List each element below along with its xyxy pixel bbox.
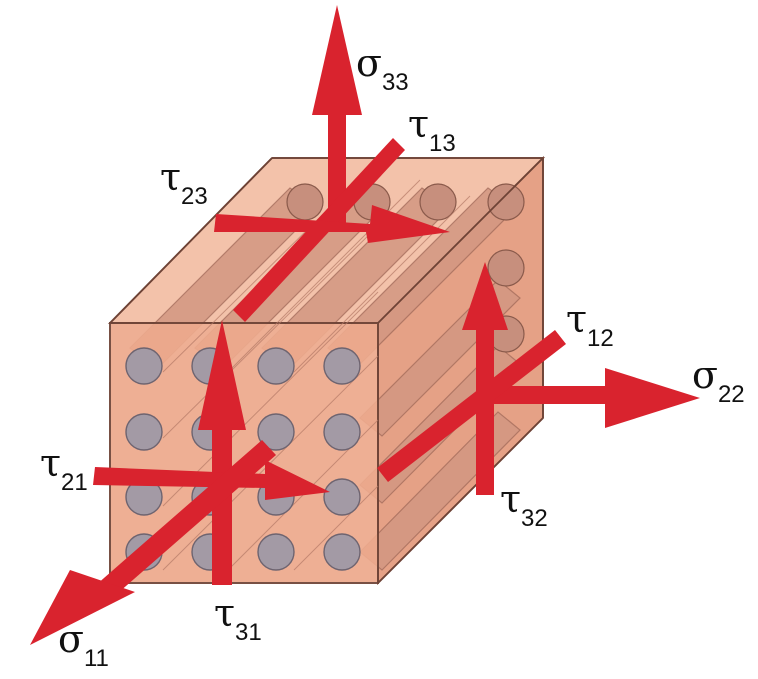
- tau12-arrow: [377, 330, 566, 482]
- block-edges: [109, 157, 544, 584]
- tau21-arrow: [93, 460, 330, 500]
- tau31-label: τ31: [214, 591, 262, 646]
- fiber-end: [257, 347, 295, 385]
- tau12-label: τ12: [566, 297, 614, 352]
- fiber-end: [323, 533, 361, 571]
- sigma11-label: σ11: [58, 617, 109, 672]
- tau23-label: τ23: [160, 155, 208, 210]
- fiber-end: [487, 183, 525, 221]
- fiber-end: [286, 183, 324, 221]
- tau32-arrow: [462, 262, 508, 495]
- sigma22-arrow: [480, 368, 700, 428]
- tau31-arrow: [198, 320, 246, 585]
- tau13-label: τ13: [408, 102, 456, 157]
- fiber-end: [487, 249, 525, 287]
- stress-arrows: [30, 5, 700, 645]
- fiber-end: [257, 533, 295, 571]
- fiber-end: [419, 183, 457, 221]
- sigma11-arrow: [30, 440, 276, 645]
- sigma33-label: σ33: [356, 41, 409, 96]
- tau21-label: τ21: [40, 441, 88, 496]
- fiber-end: [257, 413, 295, 451]
- tau32-label: τ32: [500, 477, 548, 532]
- sigma22-label: σ22: [692, 353, 745, 408]
- tau23-arrow: [214, 205, 450, 243]
- labels: σ33 τ13 τ23 τ12 σ22 τ21 τ32 τ31 σ11: [40, 41, 745, 672]
- fiber-end: [323, 478, 361, 516]
- fiber-end: [125, 347, 163, 385]
- fiber-end: [323, 413, 361, 451]
- fiber-end: [125, 413, 163, 451]
- fiber-end: [323, 347, 361, 385]
